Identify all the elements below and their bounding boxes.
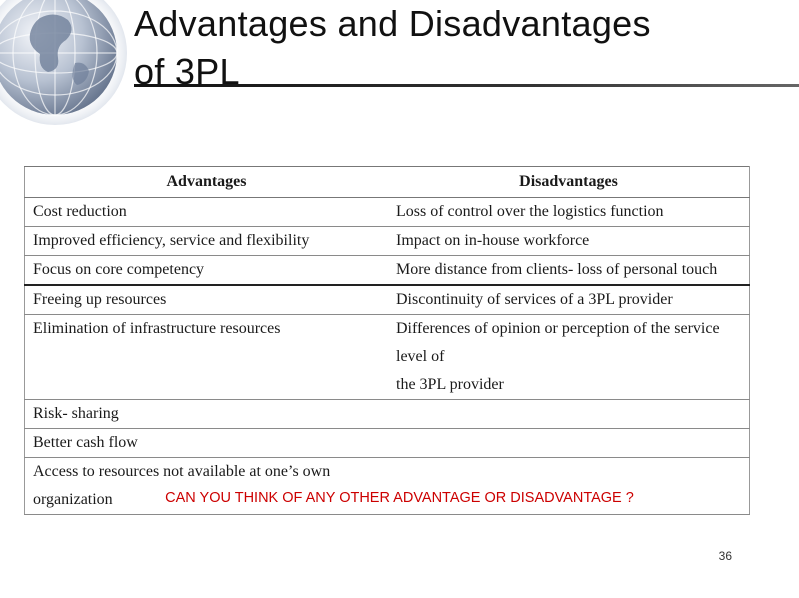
advantage-cell: Focus on core competency bbox=[24, 255, 388, 286]
disadvantage-cell: Loss of control over the logistics funct… bbox=[388, 197, 750, 227]
disadvantage-cell: More distance from clients- loss of pers… bbox=[388, 255, 750, 286]
header-advantages: Advantages bbox=[24, 166, 388, 198]
advantage-cell: Cost reduction bbox=[24, 197, 388, 227]
page-number: 36 bbox=[718, 549, 732, 563]
table-row: Risk- sharing bbox=[24, 399, 750, 429]
table-row: Elimination of infrastructure resources … bbox=[24, 314, 750, 400]
advantage-cell: Improved efficiency, service and flexibi… bbox=[24, 226, 388, 256]
disadvantage-line: the 3PL provider bbox=[396, 376, 504, 393]
advantage-cell: Better cash flow bbox=[24, 428, 388, 458]
slide-title: Advantages and Disadvantages of 3PL bbox=[134, 0, 651, 96]
table-row: Better cash flow bbox=[24, 428, 750, 458]
table-header-row: Advantages Disadvantages bbox=[24, 166, 750, 198]
comparison-table-container: Advantages Disadvantages Cost reduction … bbox=[24, 166, 750, 515]
disadvantage-cell: Differences of opinion or perception of … bbox=[388, 314, 750, 400]
table-row: Cost reduction Loss of control over the … bbox=[24, 197, 750, 227]
table-row: Improved efficiency, service and flexibi… bbox=[24, 226, 750, 256]
comparison-table: Advantages Disadvantages Cost reduction … bbox=[24, 166, 750, 515]
disadvantage-cell bbox=[388, 399, 750, 429]
title-line-2: of 3PL bbox=[134, 51, 240, 92]
title-underline bbox=[134, 84, 799, 87]
disadvantage-cell bbox=[388, 428, 750, 458]
table-row: Access to resources not available at one… bbox=[24, 457, 750, 515]
discussion-question: CAN YOU THINK OF ANY OTHER ADVANTAGE OR … bbox=[165, 490, 634, 506]
disadvantage-line: Differences of opinion or perception of … bbox=[396, 320, 720, 365]
advantage-cell: Freeing up resources bbox=[24, 284, 388, 315]
advantage-cell: Access to resources not available at one… bbox=[24, 457, 388, 515]
disadvantage-cell: Impact on in-house workforce bbox=[388, 226, 750, 256]
disadvantage-cell: Discontinuity of services of a 3PL provi… bbox=[388, 284, 750, 315]
header-disadvantages: Disadvantages bbox=[388, 166, 750, 198]
globe-icon bbox=[0, 0, 127, 125]
table-row: Focus on core competency More distance f… bbox=[24, 255, 750, 286]
advantage-cell: Risk- sharing bbox=[24, 399, 388, 429]
title-line-1: Advantages and Disadvantages bbox=[134, 3, 651, 44]
disadvantage-cell bbox=[388, 457, 750, 515]
advantage-cell: Elimination of infrastructure resources bbox=[24, 314, 388, 400]
table-row: Freeing up resources Discontinuity of se… bbox=[24, 284, 750, 315]
